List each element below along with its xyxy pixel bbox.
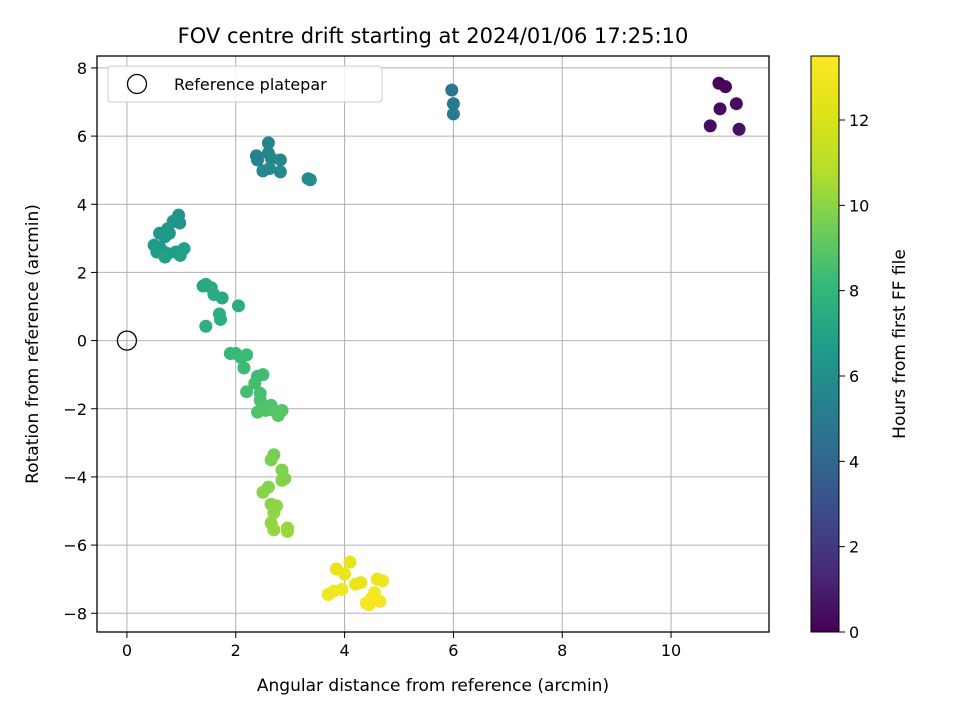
data-point xyxy=(261,136,275,150)
grid xyxy=(97,56,769,632)
data-point xyxy=(732,122,746,136)
data-points xyxy=(147,76,746,612)
colorbar-tick-label: 2 xyxy=(849,538,859,557)
data-point xyxy=(231,299,245,313)
colorbar-tick-label: 12 xyxy=(849,111,869,130)
data-point xyxy=(264,453,278,467)
data-point xyxy=(376,574,390,588)
y-tick-label: 4 xyxy=(77,195,87,214)
y-tick-label: −6 xyxy=(63,536,87,555)
colorbar-tick-label: 0 xyxy=(849,623,859,642)
data-point xyxy=(240,348,254,362)
data-point xyxy=(248,376,262,390)
data-point xyxy=(729,97,743,111)
x-tick-label: 8 xyxy=(557,641,567,660)
data-point xyxy=(373,594,387,608)
colorbar-tick-label: 8 xyxy=(849,282,859,301)
data-point xyxy=(446,97,460,111)
data-point xyxy=(177,242,191,256)
data-point xyxy=(343,555,357,569)
y-tick-label: 8 xyxy=(77,59,87,78)
data-point xyxy=(199,319,213,333)
colorbar-tick-label: 6 xyxy=(849,367,859,386)
data-point xyxy=(271,409,285,423)
data-point xyxy=(240,385,254,399)
data-point xyxy=(362,598,376,612)
reference-platepar-marker xyxy=(116,330,138,351)
colorbar-tick-label: 4 xyxy=(849,452,859,471)
legend-label-reference: Reference platepar xyxy=(174,75,327,94)
data-point xyxy=(718,80,732,94)
data-point xyxy=(256,485,270,499)
data-point xyxy=(256,368,270,382)
data-point xyxy=(267,523,281,537)
colorbar-tick-label: 10 xyxy=(849,196,869,215)
x-tick-label: 4 xyxy=(339,641,349,660)
y-tick-label: 2 xyxy=(77,263,87,282)
data-point xyxy=(280,524,294,538)
data-point xyxy=(267,506,281,520)
x-tick-label: 2 xyxy=(231,641,241,660)
y-tick-label: 6 xyxy=(77,127,87,146)
data-point xyxy=(173,216,187,230)
data-point xyxy=(273,153,287,167)
x-tick-label: 6 xyxy=(448,641,458,660)
y-tick-label: −8 xyxy=(63,604,87,623)
data-point xyxy=(446,107,460,121)
chart-title: FOV centre drift starting at 2024/01/06 … xyxy=(178,24,689,48)
data-point xyxy=(273,165,287,179)
y-tick-label: −4 xyxy=(63,468,87,487)
x-tick-label: 0 xyxy=(122,641,132,660)
x-axis-label: Angular distance from reference (arcmin) xyxy=(257,676,609,696)
y-axis-ticks: −8 −6 −4 −2 0 2 4 6 8 xyxy=(63,59,97,623)
colorbar: 0 2 4 6 8 10 12 Hours from first FF file xyxy=(810,55,910,642)
data-point xyxy=(214,312,228,326)
data-point xyxy=(348,577,362,591)
plot-frame xyxy=(96,55,770,633)
data-point xyxy=(251,153,265,167)
data-point xyxy=(262,161,276,175)
data-point xyxy=(327,584,341,598)
data-point xyxy=(713,102,727,116)
legend-marker-reference xyxy=(126,73,148,95)
y-tick-label: 0 xyxy=(77,332,87,351)
y-tick-label: −2 xyxy=(63,400,87,419)
colorbar-ticks: 0 2 4 6 8 10 12 xyxy=(839,111,869,642)
colorbar-label: Hours from first FF file xyxy=(890,249,910,439)
y-axis-label: Rotation from reference (arcmin) xyxy=(23,204,43,484)
colorbar-gradient xyxy=(810,55,840,633)
legend: Reference platepar xyxy=(107,65,383,103)
data-point xyxy=(158,250,172,264)
data-point xyxy=(445,83,459,97)
data-point xyxy=(237,361,251,375)
x-axis-ticks: 0 2 4 6 8 10 xyxy=(122,632,681,660)
data-point xyxy=(703,119,717,133)
data-point xyxy=(215,291,229,305)
legend-box xyxy=(107,65,383,103)
data-point xyxy=(162,226,176,240)
data-point xyxy=(338,567,352,581)
x-tick-label: 10 xyxy=(661,641,681,660)
data-point xyxy=(303,173,317,187)
data-point xyxy=(275,473,289,487)
